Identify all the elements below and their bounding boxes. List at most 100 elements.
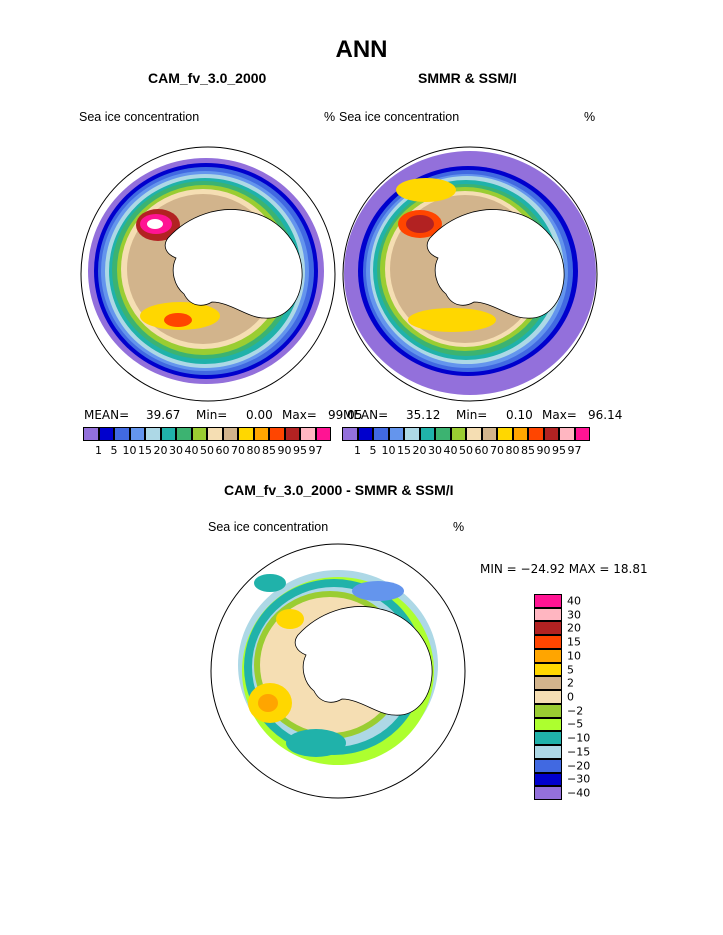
colorbar-swatch [512,427,528,441]
colorbar-swatch [528,427,544,441]
colorbar-level-label: 15 [138,444,152,457]
diff-colorbar-swatch [534,703,562,718]
diff-colorbar-swatch [534,731,562,746]
colorbar-swatch [315,427,331,441]
colorbar-swatch [207,427,223,441]
colorbar-level-label: 60 [474,444,489,457]
diff-colorbar-level-label: 15 [567,635,581,649]
colorbar-swatch [114,427,130,441]
colorbar-level-label: 5 [369,444,377,457]
colorbar-level-label: 70 [231,444,245,457]
diff-colorbar-level-label: 20 [567,621,581,635]
obs-min-label: Min= [456,408,488,422]
colorbar-level-label: 80 [505,444,520,457]
colorbar-level-label: 5 [110,444,118,457]
colorbar-level-label: 40 [443,444,458,457]
diff-colorbar-swatch [534,676,562,691]
colorbar-level-label: 20 [412,444,427,457]
model-min-value: 0.00 [246,408,273,422]
diff-colorbar-swatch [534,772,562,787]
obs-antarctica-outline [426,209,565,319]
colorbar-level-label: 97 [308,444,323,457]
colorbar-level-label: 10 [122,444,137,457]
colorbar-swatch [300,427,316,441]
diff-colorbar-swatch [534,635,562,649]
colorbar-swatch [481,427,497,441]
model-min-label: Min= [196,408,228,422]
colorbar-swatch [574,427,590,441]
model-mean-value: 39.67 [146,408,181,422]
colorbar-level-label: 97 [567,444,582,457]
diff-colorbar [534,594,562,800]
obs-max-label: Max= [542,408,577,422]
colorbar-swatch [435,427,451,441]
colorbar-swatch [450,427,466,441]
diff-colorbar-level-label: 10 [567,649,581,663]
obs-min-value: 0.10 [506,408,533,422]
diff-colorbar-level-label: −5 [567,717,584,731]
diff-units-label: % [453,520,465,534]
model-mean-label: MEAN= [84,408,130,422]
model-max-value: 99.05 [328,408,363,422]
colorbar-swatch [284,427,300,441]
obs-variable-label: Sea ice concentration [339,110,460,124]
diff-minmax: MIN = −24.92 MAX = 18.81 [480,562,648,576]
colorbar-level-label: 15 [397,444,411,457]
diff-colorbar-level-label: 2 [567,676,574,690]
colorbar-swatch [129,427,145,441]
diff-colorbar-swatch [534,786,562,800]
diff-colorbar-level-label: −30 [567,772,591,786]
diff-colorbar-swatch [534,662,562,677]
model-antarctica-outline [164,209,303,319]
diff-colorbar-level-label: 5 [567,663,574,677]
diff-colorbar-level-label: −15 [567,745,591,759]
diff-colorbar-swatch [534,745,562,759]
model-variable-label: Sea ice concentration [79,110,200,124]
diff-colorbar-swatch [534,758,562,773]
colorbar-swatch [559,427,575,441]
colorbar-swatch [388,427,404,441]
page-title: ANN [335,36,388,63]
diff-colorbar-swatch [534,621,562,636]
obs-polar-map [342,146,598,402]
diff-colorbar-swatch [534,717,562,732]
colorbar-level-label: 80 [246,444,261,457]
colorbar-swatch [238,427,254,441]
diff-colorbar-level-label: 0 [567,690,574,704]
colorbar-level-label: 85 [262,444,276,457]
model-colorbar-labels: 1 5 10 15 20 30 40 50 60 70 80 85 90 95 97 [83,444,331,458]
colorbar-swatch [342,427,358,441]
panel-title-model: CAM_fv_3.0_2000 [148,70,267,86]
diff-colorbar-swatch [534,648,562,663]
colorbar-level-label: 90 [536,444,551,457]
colorbar-swatch [357,427,373,441]
diff-colorbar-level-label: −20 [567,759,591,773]
diff-colorbar-swatch [534,690,562,704]
diff-variable-label: Sea ice concentration [208,520,329,534]
diff-antarctica-outline [294,606,433,716]
colorbar-swatch [98,427,114,441]
colorbar-level-label: 20 [153,444,168,457]
panel-title-obs: SMMR & SSM/I [418,70,517,86]
colorbar-swatch [253,427,269,441]
colorbar-level-label: 85 [521,444,535,457]
diff-colorbar-swatch [534,594,562,608]
colorbar-level-label: 60 [215,444,230,457]
model-max-label: Max= [282,408,317,422]
diff-colorbar-level-label: 30 [567,608,581,622]
colorbar-level-label: 90 [277,444,292,457]
colorbar-level-label: 40 [184,444,199,457]
colorbar-level-label: 30 [428,444,442,457]
obs-units-label: % [584,110,596,124]
colorbar-level-label: 70 [490,444,504,457]
colorbar-level-label: 95 [293,444,307,457]
model-colorbar [83,427,331,441]
obs-colorbar [342,427,590,441]
obs-max-value: 96.14 [588,408,623,422]
colorbar-swatch [222,427,238,441]
colorbar-level-label: 95 [552,444,566,457]
colorbar-swatch [83,427,99,441]
diff-colorbar-swatch [534,607,562,622]
obs-mean-value: 35.12 [406,408,441,422]
colorbar-swatch [191,427,207,441]
